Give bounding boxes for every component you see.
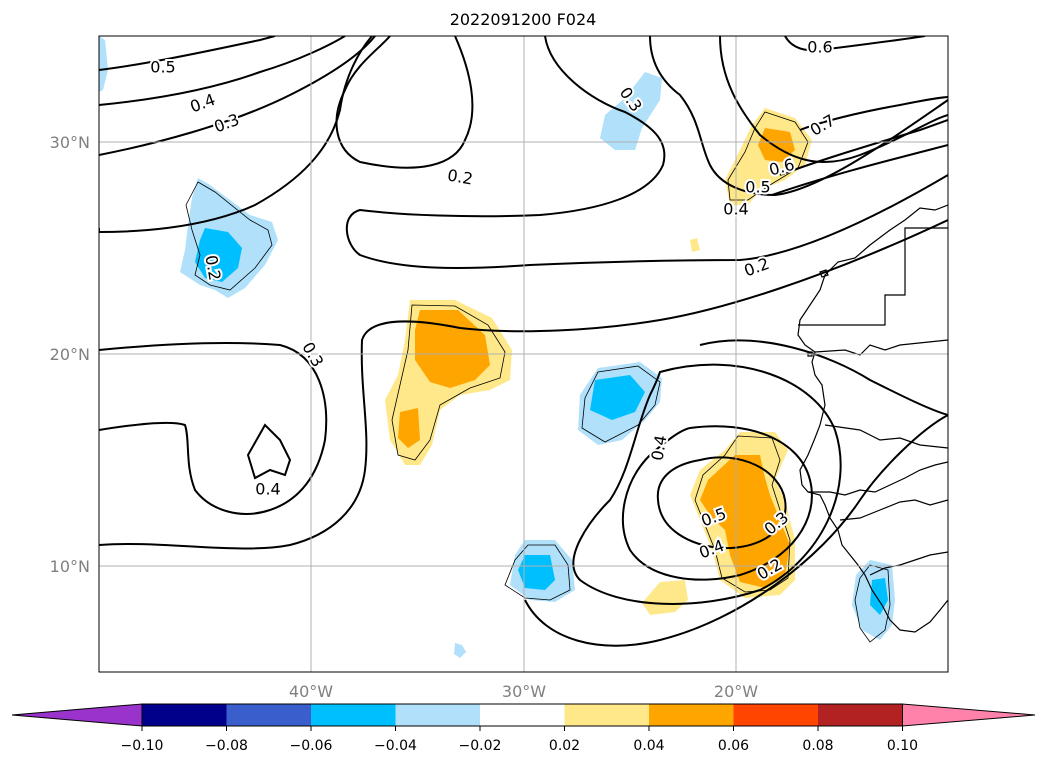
contour-ring-0.5 bbox=[656, 456, 787, 550]
colorbar-segment bbox=[311, 704, 396, 726]
map-title: 2022091200 F024 bbox=[450, 10, 597, 29]
colorbar-tick-label: −0.06 bbox=[290, 738, 333, 754]
map-frame bbox=[98, 35, 949, 673]
colorbar-tick-label: −0.08 bbox=[205, 738, 248, 754]
pos-area-sw bbox=[642, 580, 688, 615]
contour-label: 0.4 bbox=[723, 200, 748, 219]
colorbar-tick-label: 0.02 bbox=[549, 738, 580, 754]
contour-0.3-east bbox=[649, 36, 948, 197]
contour-south-east bbox=[699, 339, 948, 416]
lon-label-40w: 40°W bbox=[289, 682, 333, 701]
pos-core-center2 bbox=[398, 408, 420, 448]
border-sl bbox=[869, 551, 948, 576]
neg-core-west bbox=[195, 228, 242, 282]
contour-lines bbox=[99, 36, 948, 647]
neg-core-center bbox=[590, 375, 645, 420]
border-wsahara bbox=[798, 227, 948, 326]
lon-label-30w: 30°W bbox=[502, 682, 546, 701]
contour-ring-0.4b bbox=[622, 425, 813, 581]
neg-area-north bbox=[600, 72, 662, 150]
border-guinea bbox=[839, 499, 948, 521]
lat-label-10n: 10°N bbox=[50, 557, 90, 576]
colorbar-tick-label: 0.06 bbox=[718, 738, 749, 754]
colorbar-frame bbox=[141, 703, 903, 727]
colorbar-tick-label: 0.04 bbox=[633, 738, 664, 754]
lat-label-30n: 30°N bbox=[50, 133, 90, 152]
pos-core-north bbox=[758, 128, 795, 162]
colorbar-extend-min bbox=[11, 703, 143, 727]
neg-small-south bbox=[454, 643, 466, 658]
contour-label: 0.6 bbox=[807, 38, 832, 57]
contour-0.2-center bbox=[99, 36, 373, 234]
border-mauritania bbox=[814, 339, 948, 356]
colorbar-extend-max bbox=[902, 703, 1036, 727]
contour-0.4-nw bbox=[99, 36, 346, 106]
border-mali bbox=[824, 424, 948, 449]
colorbar-segment bbox=[649, 704, 734, 726]
coastlines bbox=[797, 204, 948, 633]
neg-core-africa bbox=[870, 578, 888, 615]
contour-0.2-top bbox=[335, 36, 474, 169]
colorbar-segment bbox=[564, 704, 649, 726]
map-area: 0.60.50.40.30.30.70.60.50.40.20.2 0.20.30… bbox=[99, 36, 948, 672]
colorbar-tick-label: 0.08 bbox=[802, 738, 833, 754]
pos-core-southeast bbox=[700, 455, 790, 588]
contour-label: 0.5 bbox=[745, 178, 770, 197]
contour-east-inner2 bbox=[771, 144, 948, 196]
contour-0.6-north bbox=[784, 36, 926, 52]
colorbar-segment bbox=[818, 704, 903, 726]
contour-label: 0.4 bbox=[255, 480, 280, 499]
contour-ring-0.3 bbox=[572, 363, 842, 605]
lat-label-20n: 20°N bbox=[50, 345, 90, 364]
contour-label: 0.5 bbox=[150, 58, 175, 77]
colorbar: −0.10 −0.08 −0.06 −0.04 −0.02 0.02 0.04 0.06 0.0… bbox=[11, 703, 1036, 754]
contour-0.7 bbox=[799, 96, 948, 131]
contour-east-inner bbox=[779, 119, 948, 176]
colorbar-tick-label: −0.04 bbox=[374, 738, 417, 754]
colorbar-segment bbox=[226, 704, 311, 726]
gridlines bbox=[99, 36, 948, 672]
colorbar-tick-label: −0.02 bbox=[459, 738, 502, 754]
neg-area-nw-edge bbox=[99, 36, 108, 92]
colorbar-segment bbox=[733, 704, 818, 726]
colorbar-tick-label: 0.10 bbox=[887, 738, 918, 754]
shaded-anomalies bbox=[99, 36, 895, 658]
colorbar-tick-label: −0.10 bbox=[121, 738, 164, 754]
contour-0.5-nw bbox=[99, 36, 276, 71]
contour-0.2-southeast bbox=[524, 414, 948, 647]
border-senegal bbox=[808, 461, 948, 496]
colorbar-segment bbox=[395, 704, 480, 726]
contour-0.3-nw bbox=[99, 36, 376, 156]
contour-0.2-south bbox=[99, 219, 948, 550]
pos-small bbox=[690, 238, 700, 252]
colorbar-segment bbox=[142, 704, 227, 726]
canary1 bbox=[819, 269, 829, 278]
contour-0.3-main bbox=[99, 341, 328, 515]
coast-africa bbox=[797, 204, 948, 633]
contour-0.2-main bbox=[345, 36, 948, 269]
colorbar-segment bbox=[480, 704, 565, 726]
neg-core-south bbox=[518, 555, 555, 590]
capeverde bbox=[807, 351, 813, 357]
contour-ring-0.4 bbox=[246, 423, 292, 480]
lon-label-20w: 20°W bbox=[714, 682, 758, 701]
